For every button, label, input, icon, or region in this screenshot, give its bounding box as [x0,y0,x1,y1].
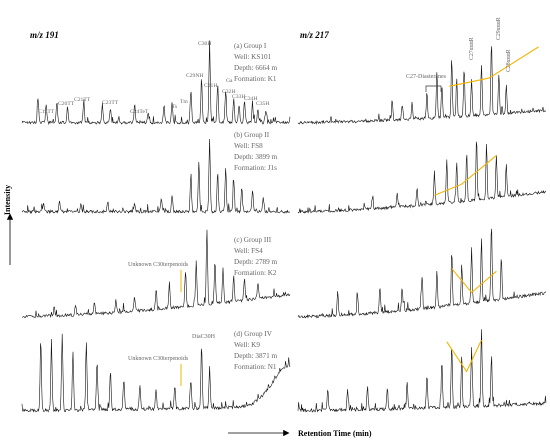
group-b-info-line: (b) Group II [234,131,270,139]
group-c-info-line: Depth: 2789 m [234,258,278,266]
group-d-info-line: Depth: 3871 m [234,352,278,360]
sterane-label: C28αααR [506,49,512,72]
sterane-label: C27αααR [469,37,475,60]
group-a-info-line: Formation: K1 [234,75,277,83]
sterane-marker-d [446,339,482,373]
chromatogram-traces [21,40,547,413]
trace-right-c [297,228,547,319]
peak-label-left: C24TeT [130,109,149,115]
trace-left-a [21,40,291,126]
peak-label-left: C29NH [186,73,203,79]
sterane-label: C29αααR [496,17,502,40]
trace-left-d [21,333,291,413]
group-a-info-line: Depth: 6664 m [234,64,278,72]
peak-label-left: C20TT [58,101,75,107]
group-b-info-line: Formation: J1s [234,164,277,172]
group-b-info-line: Depth: 3899 m [234,153,278,161]
unknown-terpenoid-label: Unknown C30terpenoids [128,356,189,362]
peak-label-left: C34H [244,96,257,102]
right-panel-title: m/z 217 [300,30,329,40]
group-d-info-line: Well: K9 [234,341,260,349]
left-panel-title: m/z 191 [30,30,59,40]
x-axis-label: Retention Time (min) [298,429,372,438]
diasteranes-label: C27-Diasteranes [406,74,447,80]
peak-label-left: C33H [232,94,245,100]
sterane-marker-a [449,46,539,87]
peak-label-left: C21TT [74,97,91,103]
trace-right-a [297,46,547,125]
sterane-marker-c [451,268,497,294]
unknown-terpenoid-label: Unknown C30terpenoids [128,262,189,268]
group-a-info-line: Well: KS101 [234,53,272,61]
group-c-info-line: Formation: K2 [234,269,277,277]
peak-label-left: Ga [226,78,233,84]
group-b-info-line: Well: FS8 [234,142,263,150]
sterane-marker-b [434,154,497,196]
peak-label-left: C19TT [38,109,55,115]
trace-right-b [297,141,547,214]
peak-label-left: Tm [180,99,188,105]
group-a-info-line: (a) Group I [234,42,267,50]
trace-left-c [21,229,291,319]
peak-label-left: C23TT [102,100,119,106]
diasteranes-bracket [425,85,442,92]
peak-label-left: C32H [222,89,235,95]
trace-right-d [297,329,547,413]
peak-labels: (a) Group I Well: KS101 Depth: 6664 m Forma… [38,17,512,386]
peak-label-left: Ts [172,104,177,110]
peak-label-left: C35H [256,101,269,107]
trace-left-b [21,138,290,215]
dia-c30h-label: DiaC30H [192,334,216,340]
group-d-info-line: Formation: N1 [234,363,277,371]
group-c-info-line: Well: FS4 [234,247,263,255]
group-c-info-line: (c) Group III [234,236,272,244]
peak-label-left: C31H [204,83,217,89]
y-axis-label: Intensity [3,185,12,215]
peak-label-left: C30H [198,41,211,47]
group-d-info-line: (d) Group IV [234,330,273,338]
